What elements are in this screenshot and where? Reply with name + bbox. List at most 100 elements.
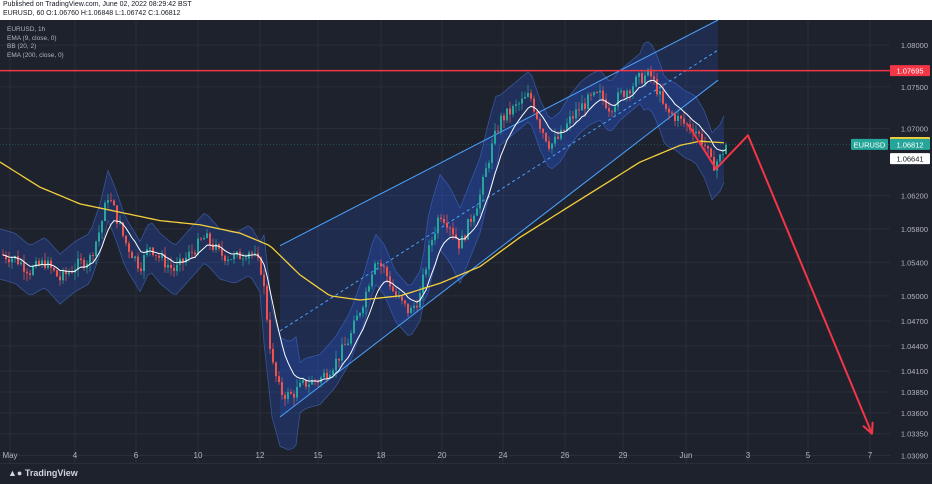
- ohlc-readout: EURUSD, 60 O:1.06760 H:1.06848 L:1.06742…: [3, 10, 181, 17]
- candle-body: [233, 254, 235, 260]
- candle-body: [221, 248, 223, 256]
- candle-body: [395, 291, 397, 297]
- candle-body: [344, 344, 346, 346]
- ema200-line: [0, 140, 725, 301]
- candle-body: [332, 370, 334, 375]
- candle-body: [95, 241, 97, 257]
- candle-body: [119, 222, 121, 224]
- candle-body: [479, 194, 481, 209]
- candle-body: [68, 272, 70, 275]
- candle-body: [92, 255, 94, 257]
- price-tick-label: 1.04100: [901, 367, 928, 376]
- price-tick-label: 1.08000: [901, 41, 928, 50]
- price-axis[interactable]: 1.08000 1.07500 1.07000 1.06200 1.05800 1.054…: [901, 41, 928, 460]
- candle-body: [188, 251, 190, 258]
- candle-body: [467, 218, 469, 240]
- bb-fill: [0, 41, 724, 450]
- candle-body: [293, 393, 295, 398]
- time-tick-label: Jun: [680, 451, 693, 460]
- candle-body: [497, 130, 499, 132]
- candle-body: [5, 255, 7, 260]
- candle-body: [503, 115, 505, 121]
- candle-body: [638, 73, 640, 77]
- candle-body: [104, 202, 106, 222]
- candle-body: [656, 79, 658, 95]
- candle-body: [182, 258, 184, 263]
- candle-body: [227, 259, 229, 261]
- candle-body: [659, 91, 661, 95]
- bb-upper: [0, 41, 725, 364]
- candle-body: [89, 255, 91, 264]
- candle-body: [404, 300, 406, 304]
- candle-body: [83, 259, 85, 268]
- price-tick-label: 1.05400: [901, 258, 928, 267]
- time-axis[interactable]: May 4 6 10 12 15 18 20 24 26 29 Jun 3 5 7: [2, 451, 872, 460]
- regression-channel: [279, 19, 719, 418]
- candle-body: [518, 103, 520, 105]
- candle-body: [557, 136, 559, 139]
- candle-body: [56, 270, 58, 277]
- ema9-line: [2, 79, 727, 382]
- channel-fill: [280, 20, 718, 418]
- candle-body: [380, 263, 382, 267]
- candle-body: [311, 380, 313, 385]
- candle-body: [722, 154, 724, 155]
- candle-body: [260, 257, 262, 275]
- chart-area[interactable]: 1.08000 1.07500 1.07000 1.06200 1.05800 1.054…: [0, 19, 932, 463]
- time-tick-label: 15: [314, 451, 323, 460]
- candle-body: [437, 217, 439, 234]
- candle-body: [377, 263, 379, 264]
- candle-body: [539, 119, 541, 129]
- candle-body: [566, 123, 568, 131]
- resistance-price-tag: 1.07695: [896, 67, 923, 76]
- price-axis-bg[interactable]: [890, 20, 932, 463]
- indicator-legend: EURUSD, 1h EMA (9, close, 0) BB (20, 2) …: [7, 26, 64, 60]
- candle-body: [242, 258, 244, 260]
- tradingview-logo[interactable]: ▲● TradingView: [8, 468, 78, 478]
- candle-body: [305, 380, 307, 387]
- candle-body: [626, 90, 628, 97]
- candle-body: [548, 141, 550, 149]
- candle-body: [164, 254, 166, 268]
- candle-body: [203, 238, 205, 240]
- time-tick-label: 10: [194, 451, 203, 460]
- candle-body: [86, 263, 88, 268]
- candle-body: [530, 93, 532, 99]
- candle-body: [38, 260, 40, 266]
- candle-body: [389, 276, 391, 287]
- candle-body: [287, 392, 289, 400]
- bollinger-bands: [0, 41, 725, 451]
- price-tick-label: 1.07500: [901, 83, 928, 92]
- candle-body: [398, 296, 400, 298]
- candle-body: [545, 132, 547, 142]
- candle-body: [71, 272, 73, 274]
- price-chart[interactable]: 1.08000 1.07500 1.07000 1.06200 1.05800 1.054…: [0, 19, 932, 463]
- time-tick-label: 6: [134, 451, 139, 460]
- candle-body: [347, 343, 349, 346]
- channel-lower-line: [279, 79, 719, 418]
- bb-lower-price-tag-bg: [890, 153, 930, 165]
- candle-body: [185, 257, 187, 263]
- candle-body: [353, 320, 355, 334]
- candle-body: [599, 90, 601, 93]
- candle-body: [428, 245, 430, 270]
- resistance-price-tag-bg: [890, 65, 930, 77]
- candle-body: [494, 130, 496, 144]
- price-tick-label: 1.06200: [901, 192, 928, 201]
- candle-body: [20, 262, 22, 265]
- candle-body: [245, 258, 247, 260]
- candle-body: [374, 263, 376, 275]
- candle-body: [155, 255, 157, 256]
- published-header: Published on TradingView.com, June 02, 2…: [0, 0, 932, 20]
- grid-lines: [0, 20, 890, 463]
- price-levels: [0, 69, 890, 145]
- candle-body: [629, 90, 631, 94]
- time-tick-label: 12: [256, 451, 265, 460]
- price-tick-label: 1.03600: [901, 409, 928, 418]
- candle-body: [194, 252, 196, 255]
- candle-body: [554, 136, 556, 144]
- candle-body: [725, 144, 727, 155]
- candle-body: [614, 106, 616, 112]
- projection-arrow: [687, 123, 874, 435]
- candle-body: [485, 168, 487, 177]
